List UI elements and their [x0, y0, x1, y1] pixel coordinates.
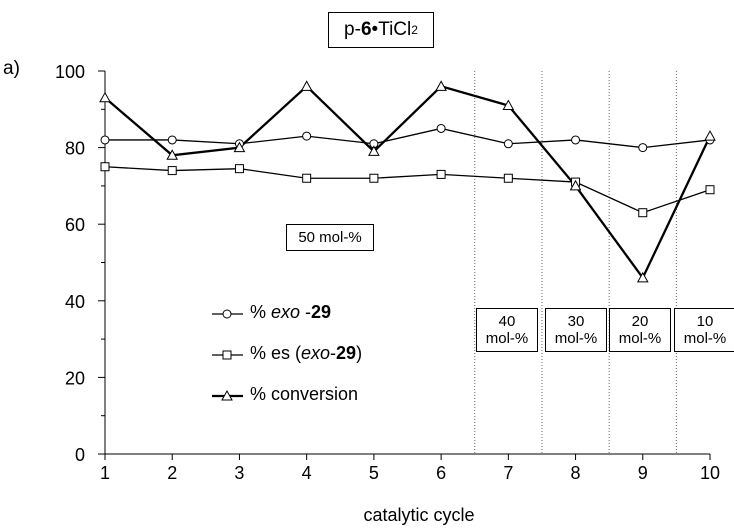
triangle-marker	[99, 91, 111, 103]
annotation-value: 30	[567, 313, 585, 330]
circle-marker	[503, 139, 513, 149]
circle-marker	[167, 135, 177, 145]
square-marker	[705, 185, 715, 195]
legend-circle-marker	[222, 309, 232, 319]
title-dot: •	[371, 19, 379, 40]
annotation-50-mol: 50 mol-%	[286, 224, 374, 251]
annotation-20-mol: 20 mol-%	[609, 308, 671, 352]
title-prefix: p-	[344, 19, 361, 40]
square-marker	[369, 173, 379, 183]
circle-marker	[100, 135, 110, 145]
annotation-unit: mol-%	[485, 330, 529, 347]
x-axis-label: catalytic cycle	[363, 505, 474, 525]
title-subscript: 2	[411, 23, 418, 37]
triangle-marker	[368, 145, 380, 156]
legend-pre: % es (	[250, 343, 302, 363]
annotation-unit: mol-%	[683, 330, 727, 347]
square-marker	[100, 162, 110, 172]
y-tick-label: 0	[75, 445, 85, 465]
triangle-marker	[569, 179, 582, 191]
legend-pre: %	[250, 302, 272, 322]
annotation-value: 20	[631, 313, 649, 330]
title-rest: TiCl	[378, 19, 412, 40]
y-tick-label: 100	[55, 62, 85, 82]
series-es-line	[104, 166, 711, 214]
annotation-10-mol: 10 mol-%	[674, 308, 734, 352]
chart-title: p- 6 • TiCl 2	[328, 12, 434, 48]
triangle-marker	[704, 130, 716, 141]
x-tick-label: 4	[302, 463, 312, 483]
triangle-marker	[300, 80, 313, 91]
legend-square-marker	[222, 350, 232, 360]
y-tick-label: 60	[65, 215, 85, 235]
annotation-unit: mol-%	[618, 330, 662, 347]
annotation-value: 10	[696, 313, 714, 330]
circle-marker	[571, 135, 581, 145]
x-tick-label: 8	[571, 463, 581, 483]
legend-post: )	[356, 343, 363, 363]
triangle-marker	[233, 141, 246, 153]
series-conversion-line	[104, 84, 712, 281]
x-tick-label: 5	[369, 463, 379, 483]
title-bold: 6	[360, 19, 372, 40]
legend-bold: 29	[311, 302, 332, 322]
y-tick-label: 80	[65, 139, 85, 159]
circle-marker	[436, 123, 446, 133]
triangle-marker	[636, 271, 649, 283]
annotation-value: 40	[498, 313, 516, 330]
square-marker	[167, 166, 177, 176]
legend-marks	[212, 309, 243, 401]
circle-marker	[302, 131, 312, 141]
series-group	[99, 80, 716, 283]
cycle-boundaries	[474, 71, 677, 454]
x-tick-label: 6	[436, 463, 446, 483]
y-tick-label: 20	[65, 368, 85, 388]
y-tick-label: 40	[65, 292, 85, 312]
legend-triangle-marker	[221, 389, 233, 401]
legend-pre: % conversion	[250, 384, 359, 404]
annotation-label: 50 mol-%	[298, 229, 362, 246]
x-tick-label: 10	[700, 463, 720, 483]
legend-bold: 29	[336, 343, 357, 363]
x-tick-label: 7	[503, 463, 513, 483]
legend-mid: -	[300, 302, 312, 322]
annotation-unit: mol-%	[554, 330, 598, 347]
axes: 0 20 40 60 80 100 1 2 3 4 5 6 7 8 9 10	[55, 62, 720, 483]
square-marker	[302, 173, 312, 183]
legend-italic: exo	[271, 302, 301, 322]
panel-label: a)	[3, 58, 20, 79]
x-tick-label: 3	[234, 463, 244, 483]
legend-entry-es: % es (exo-29)	[250, 343, 362, 364]
annotation-30-mol: 30 mol-%	[545, 308, 607, 352]
annotation-40-mol: 40 mol-%	[476, 308, 538, 352]
x-tick-label: 9	[638, 463, 648, 483]
triangle-marker	[166, 149, 179, 160]
x-tick-label: 2	[167, 463, 177, 483]
circle-marker	[638, 143, 648, 153]
legend-entry-exo: % exo -29	[250, 302, 331, 323]
legend-entry-conversion: % conversion	[250, 384, 358, 405]
square-marker	[638, 208, 648, 218]
square-marker	[436, 169, 446, 179]
square-marker	[503, 173, 513, 183]
legend-italic: exo	[301, 343, 331, 363]
series-exo-line	[105, 127, 711, 149]
legend-mid: -	[330, 343, 337, 363]
triangle-marker	[502, 99, 515, 110]
square-marker	[234, 164, 244, 174]
triangle-marker	[435, 80, 447, 91]
x-tick-label: 1	[100, 463, 110, 483]
